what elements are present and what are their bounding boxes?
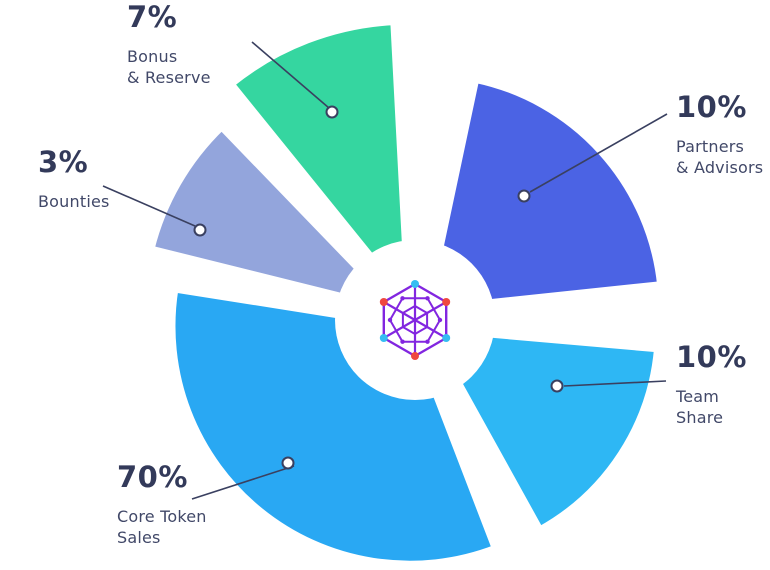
callout-partners-advisors: 10% Partners & Advisors <box>676 92 763 179</box>
callout-core-token-sales: 70% Core Token Sales <box>117 462 207 549</box>
leader-line-bounties <box>102 185 196 227</box>
logo-vertex-dot <box>379 298 388 306</box>
slice-label-team-share: Team Share <box>676 387 724 428</box>
marker-bonus-reserve <box>325 105 339 119</box>
pie-slice-bonus-reserve <box>227 18 412 307</box>
logo-vertex-dot <box>442 298 451 306</box>
logo-vertex-dot <box>442 334 451 342</box>
logo-inner-dot <box>425 296 430 301</box>
logo-inner-dot <box>437 317 443 323</box>
leader-line-bonus-reserve <box>251 41 330 109</box>
logo-vertex-dot <box>411 280 419 288</box>
marker-core-token-sales <box>281 456 295 470</box>
leader-line-core-token-sales <box>191 465 295 500</box>
marker-partners-advisors <box>517 189 531 203</box>
callout-team-share: 10% Team Share <box>676 342 747 429</box>
slice-percent-team-share: 10% <box>676 340 747 374</box>
logo-spoke <box>413 318 448 340</box>
slice-label-core-token-sales: Core Token Sales <box>117 507 207 548</box>
slice-percent-bonus-reserve: 7% <box>127 0 178 34</box>
slice-percent-bounties: 3% <box>38 145 89 179</box>
slice-percent-core-token-sales: 70% <box>117 460 188 494</box>
marker-bounties <box>193 223 207 237</box>
logo-inner-dot <box>400 339 405 344</box>
logo-inner-dot <box>387 317 393 323</box>
logo-spoke <box>413 300 448 322</box>
slice-percent-partners-advisors: 10% <box>676 90 747 124</box>
center-logo <box>379 280 451 360</box>
logo-spoke <box>382 300 417 322</box>
slice-label-bonus-reserve: Bonus & Reserve <box>127 47 211 88</box>
slice-label-bounties: Bounties <box>38 192 110 212</box>
callout-bounties: 3% Bounties <box>38 147 110 213</box>
leader-line-team-share <box>563 380 667 387</box>
logo-inner-dot <box>425 339 430 344</box>
pie-slice-bounties <box>147 123 403 315</box>
logo-vertex-dot <box>379 334 388 342</box>
pie-slice-team-share <box>424 325 661 534</box>
callout-bonus-reserve: 7% Bonus & Reserve <box>127 2 211 89</box>
slice-label-partners-advisors: Partners & Advisors <box>676 137 764 178</box>
marker-team-share <box>550 379 564 393</box>
logo-spoke <box>382 318 417 340</box>
logo-inner-dot <box>400 296 405 301</box>
leader-line-partners-advisors <box>529 113 668 193</box>
logo-vertex-dot <box>411 352 419 360</box>
